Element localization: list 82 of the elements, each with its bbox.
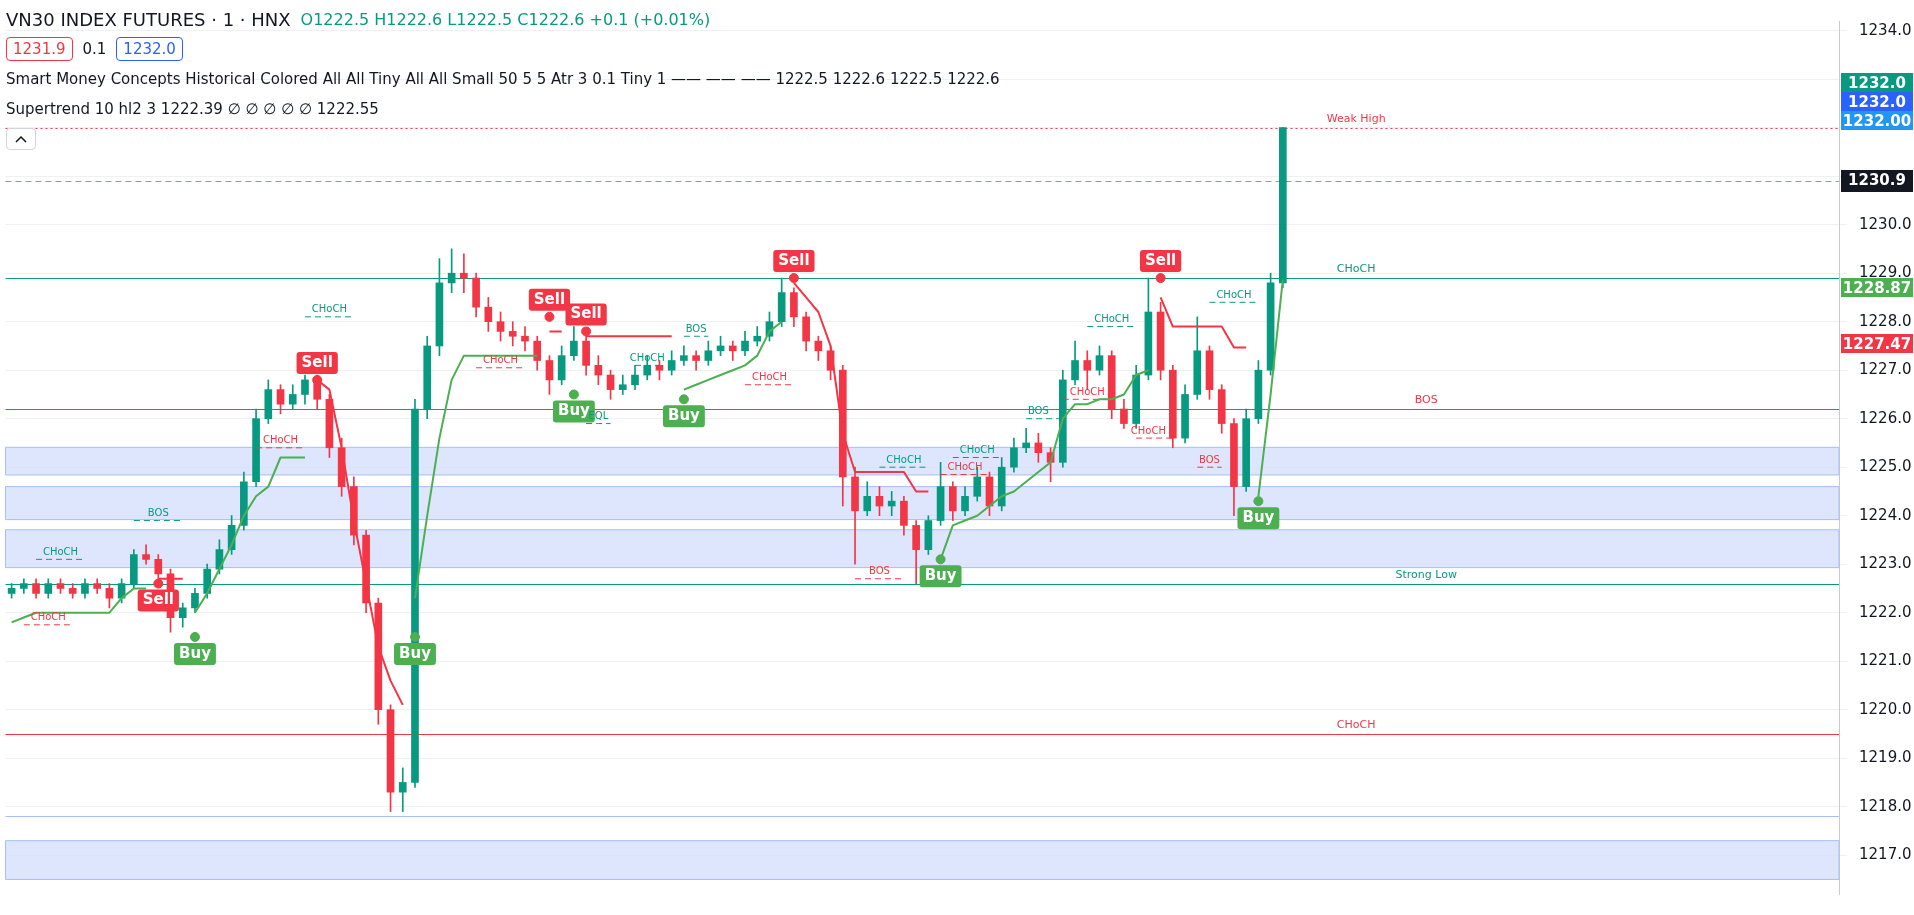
- y-tick-label: 1221.0: [1859, 651, 1912, 670]
- data-label: CHoCH: [959, 444, 995, 456]
- data-label: CHoCH: [1069, 385, 1105, 397]
- data-label: Sell: [301, 352, 333, 371]
- data-label: Buy: [667, 406, 701, 425]
- point: [568, 389, 579, 400]
- y-tick-label: 1225.0: [1859, 457, 1912, 476]
- point: [153, 578, 164, 589]
- point: [1253, 496, 1264, 507]
- data-label: Sell: [533, 289, 566, 308]
- annotation: 1231.9: [6, 37, 73, 61]
- text: 1227.47: [1841, 334, 1913, 353]
- annotation: Supertrend 10 hl2 3 1222.39 ∅ ∅ ∅ ∅ ∅ 1222.55: [6, 99, 380, 120]
- candlestick: [460, 253, 468, 293]
- data-label: Buy: [1242, 508, 1275, 527]
- ref-line-label: CHoCH: [1336, 718, 1376, 732]
- annotation: 0.1: [82, 40, 107, 58]
- y-tick-label: 1220.0: [1859, 699, 1912, 718]
- point: [788, 273, 799, 284]
- point: [678, 394, 689, 405]
- data-label: Sell: [778, 250, 810, 269]
- y-tick-label: 1224.0: [1859, 505, 1912, 524]
- y-tick-label: 1226.0: [1859, 408, 1912, 427]
- point: [581, 326, 592, 337]
- ref-line-label: BOS: [1414, 393, 1438, 407]
- data-label: Buy: [399, 643, 432, 662]
- data-label: CHoCH: [42, 545, 79, 557]
- data-label: Sell: [1144, 250, 1177, 269]
- y-tick-label: 1234.0: [1859, 20, 1912, 39]
- y-tick-label: 1230.0: [1859, 214, 1912, 233]
- chart-title: VN30 INDEX FUTURES · 1 · HNX: [6, 8, 291, 30]
- candlestick: [398, 767, 407, 812]
- ref-line-label: Strong Low: [1395, 567, 1457, 581]
- data-label: CHoCH: [1130, 424, 1166, 436]
- data-label: BOS: [685, 322, 707, 334]
- candlestick: [728, 340, 737, 361]
- data-label: CHoCH: [311, 303, 347, 315]
- data-label: Sell: [142, 590, 174, 609]
- data-label: Buy: [924, 566, 957, 585]
- y-tick-label: 1219.0: [1859, 748, 1912, 767]
- candlestick: [1022, 428, 1030, 453]
- text: 1232.00: [1841, 111, 1913, 130]
- candlestick: [887, 491, 896, 517]
- data-label: CHoCH: [1216, 288, 1252, 300]
- annotation: Smart Money Concepts Historical Colored All All Tiny All All Small 50 5 5 Atr 3 0.1 Tiny 1 —— —— —— 1222.5 1222.6 1222.5 1222.6: [6, 69, 1000, 90]
- y-tick-label: 1223.0: [1859, 554, 1912, 573]
- text: 1228.87: [1841, 278, 1913, 297]
- data-label: BOS: [1199, 453, 1220, 465]
- candlestick: [508, 321, 517, 347]
- text: 1232.0: [1841, 73, 1913, 92]
- y-tick-label: 1218.0: [1859, 796, 1912, 815]
- candlestick: [521, 326, 529, 352]
- ref-line-label: 1230.9: [1848, 170, 1906, 189]
- y-tick-label: 1228.0: [1859, 311, 1912, 330]
- y-tick-label: 1217.0: [1859, 845, 1912, 864]
- data-label: BOS: [869, 565, 890, 577]
- candlestick: [753, 326, 762, 347]
- data-label: Buy: [179, 643, 212, 662]
- point: [189, 631, 200, 642]
- y-tick-label: 1222.0: [1859, 602, 1912, 621]
- data-label: CHoCH: [1094, 313, 1130, 325]
- annotation: 1232.0: [116, 37, 183, 61]
- data-label: Buy: [557, 401, 591, 420]
- point: [544, 311, 555, 322]
- point: [409, 631, 420, 642]
- data-label: CHoCH: [886, 453, 922, 465]
- data-label: CHoCH: [947, 461, 983, 473]
- data-label: CHoCH: [30, 611, 66, 623]
- chart-subtitle: O1222.5 H1222.6 L1222.5 C1222.6 +0.1 (+0.01%): [300, 9, 711, 29]
- data-label: CHoCH: [751, 371, 788, 383]
- ref-line-label: Weak High: [1326, 112, 1386, 126]
- candlestick: [142, 544, 150, 565]
- data-label: Sell: [570, 304, 602, 323]
- data-label: CHoCH: [262, 434, 299, 446]
- candlestick: [692, 350, 700, 371]
- data-label: CHoCH: [482, 354, 519, 366]
- y-tick-label: 1227.0: [1859, 360, 1912, 379]
- point: [935, 554, 946, 565]
- ref-line-label: CHoCH: [1336, 262, 1376, 276]
- point: [1155, 273, 1166, 284]
- text: 1232.0: [1841, 92, 1913, 111]
- data-label: BOS: [147, 507, 169, 519]
